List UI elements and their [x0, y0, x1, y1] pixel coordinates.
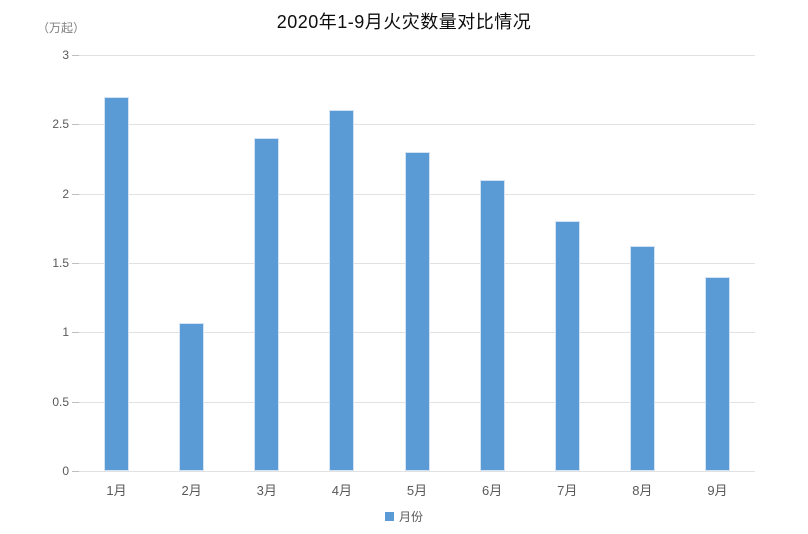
bar-9月	[704, 276, 730, 471]
y-axis-tick	[72, 401, 79, 403]
y-tick-label: 1	[62, 325, 69, 340]
y-tick-label: 1.5	[52, 256, 69, 270]
y-axis-unit-label: （万起）	[37, 21, 86, 35]
bar-8月	[629, 246, 655, 471]
legend-label: 月份	[398, 510, 423, 524]
bar-3月	[254, 138, 280, 471]
y-tick-label: 2	[62, 186, 69, 201]
y-tick-label: 3	[62, 48, 69, 62]
legend-swatch-icon	[384, 512, 394, 521]
y-tick-label: 2.5	[52, 117, 69, 132]
y-tick-label: 0.5	[52, 394, 69, 409]
gridline	[79, 471, 755, 472]
bar-2月	[179, 322, 205, 471]
x-axis-label: 4月	[331, 483, 352, 498]
bar-6月	[479, 179, 505, 471]
bar-1月	[104, 96, 130, 471]
x-axis-label: 8月	[632, 483, 653, 498]
bar-4月	[329, 110, 355, 471]
x-axis-label: 3月	[256, 483, 277, 498]
x-axis-label: 2月	[181, 483, 202, 498]
gridline	[79, 124, 755, 126]
y-axis-tick	[72, 471, 79, 472]
x-axis-label: 9月	[707, 483, 728, 498]
legend: 月份	[0, 508, 808, 525]
y-axis-tick	[72, 263, 79, 264]
x-axis-label: 7月	[557, 483, 578, 498]
chart-title: 2020年1-9月火灾数量对比情况	[276, 12, 532, 32]
bar-5月	[404, 152, 430, 471]
x-axis-label: 6月	[481, 483, 503, 498]
x-axis-label: 1月	[106, 483, 127, 498]
x-axis-label: 5月	[406, 483, 428, 498]
gridline	[79, 55, 755, 56]
y-axis-tick	[72, 332, 79, 334]
bar-7月	[554, 221, 580, 471]
y-axis-tick	[72, 193, 79, 195]
y-tick-label: 0	[62, 464, 69, 478]
y-axis-tick	[72, 124, 79, 126]
y-axis-tick	[72, 55, 79, 56]
